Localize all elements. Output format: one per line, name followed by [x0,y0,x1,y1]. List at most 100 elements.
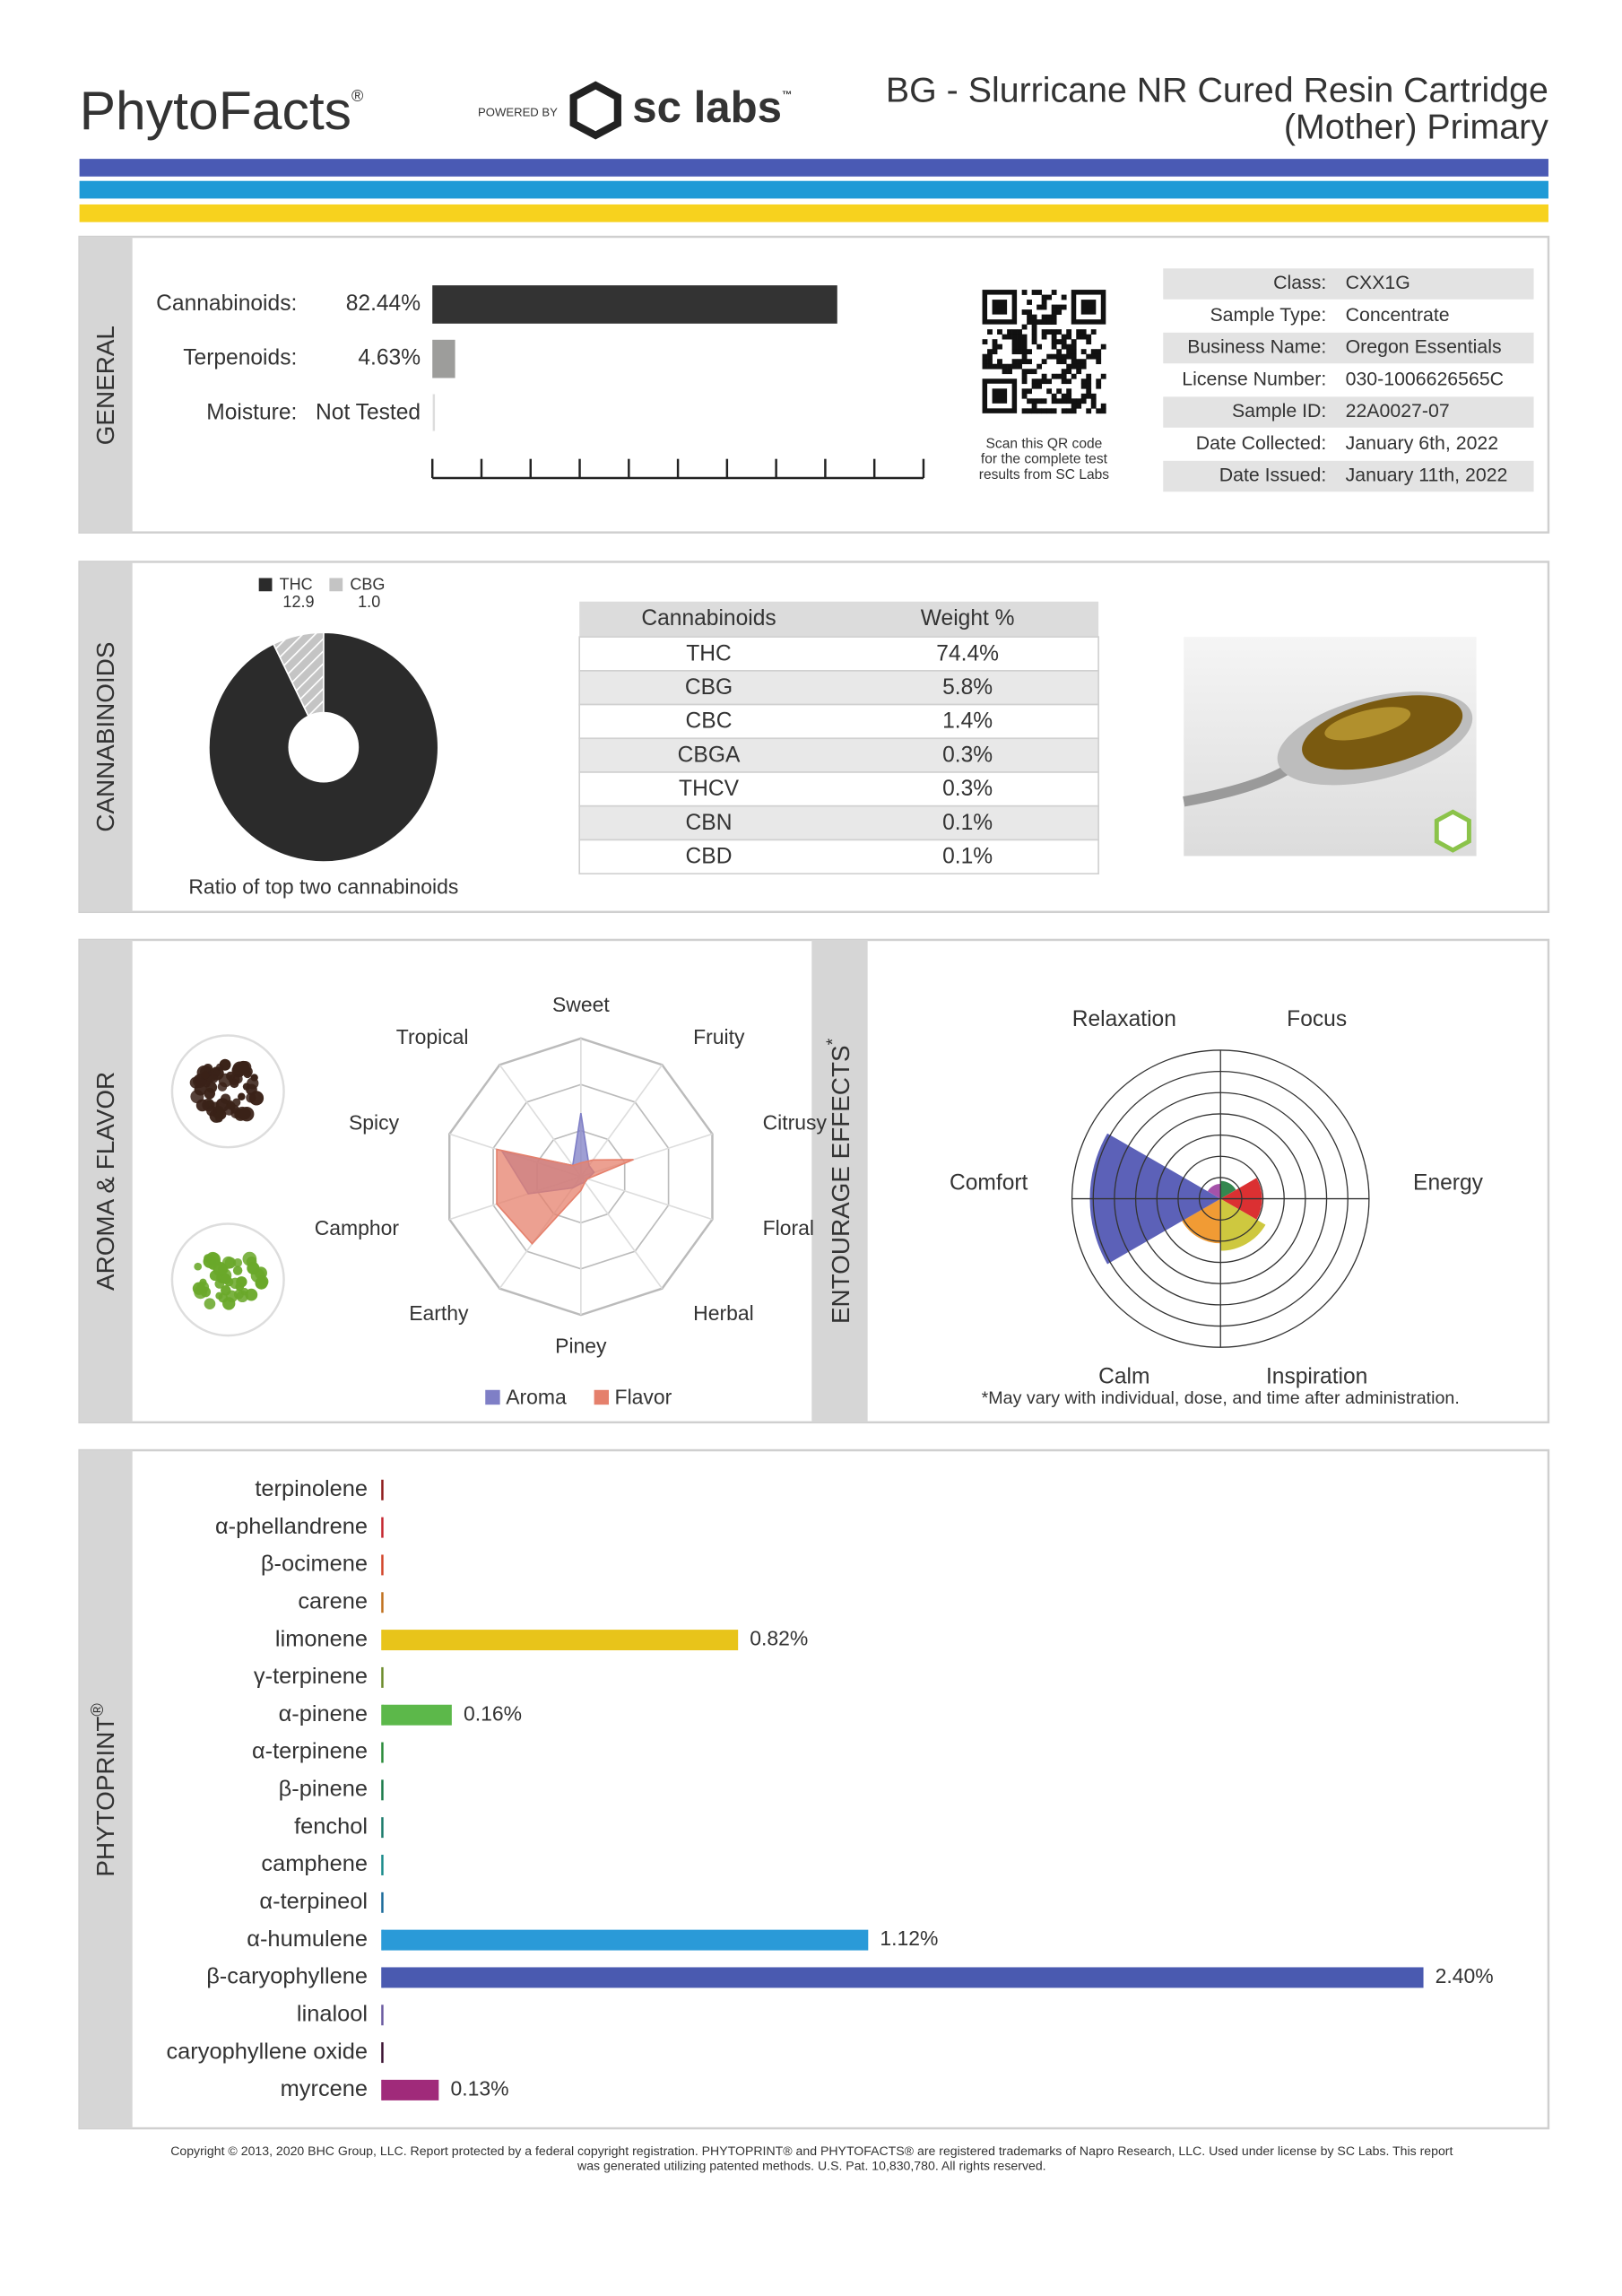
qr-module [1061,398,1067,404]
qr-module [1017,344,1022,350]
qr-module [1076,369,1082,375]
qr-module [1046,319,1053,325]
info-value: January 6th, 2022 [1346,432,1498,454]
qr-module [1002,334,1008,340]
brand-name: PhytoFacts [80,80,351,141]
qr-module [1080,383,1087,389]
info-label: License Number: [1182,368,1326,389]
qr-module [1080,359,1087,365]
polar-label: Relaxation [1072,1007,1176,1031]
polar-label: Calm [1098,1364,1149,1388]
qr-module [1021,339,1028,345]
qr-module [1066,363,1072,370]
table-cell: 0.3% [942,743,993,767]
qr-module [1100,344,1106,350]
table-cell: CBG [685,675,733,700]
qr-module [1076,359,1082,365]
qr-module [1011,363,1018,370]
aroma-image-dot [215,1063,224,1071]
qr-module [1002,369,1008,375]
table-cell: CBC [686,709,733,734]
aroma-image-dot [209,1270,221,1282]
polar-label: Energy [1413,1171,1484,1196]
title-line: BG - Slurricane NR Cured Resin Cartridge [886,71,1548,110]
table-cell: THCV [679,777,740,801]
powered-by: POWERED BY [478,106,558,119]
section-mark: ® [88,1703,108,1717]
qr-module [1041,359,1047,365]
side-bar [79,939,133,1422]
info-value: 030-1006626565C [1346,368,1504,389]
radar-label: Floral [763,1216,814,1239]
side-bar [79,1450,133,2129]
qr-module [1031,319,1037,325]
terpene-label: linalool [297,2001,368,2026]
qr-module [1090,398,1097,404]
aroma-image-dot [218,1264,229,1275]
radar-label: Fruity [693,1025,745,1048]
qr-module [1046,388,1053,395]
qr-module [1056,339,1063,345]
qr-module [1027,359,1032,365]
qr-module [1071,353,1077,360]
qr-module [992,349,998,355]
qr-module [1037,304,1043,310]
qr-module [987,349,993,355]
aroma-image-dot [218,1073,233,1088]
qr-module [1090,353,1097,360]
qr-module [1061,408,1067,414]
info-row-bg [1163,396,1534,428]
qr-module [1076,334,1082,340]
qr-module [1021,393,1028,399]
watermark [1434,809,1471,853]
qr-module [1100,408,1106,414]
brand-mark: ® [351,87,363,105]
qr-module [1017,339,1022,345]
qr-module [1007,369,1012,375]
qr-module [1061,373,1067,379]
title-line: (Mother) Primary [1284,108,1548,147]
qr-module [1061,294,1067,300]
terpene-label: α-phellandrene [215,1514,368,1539]
qr-module [1031,314,1037,320]
legend-swatch [485,1389,500,1405]
aroma-image-dot [256,1275,269,1288]
lab: sc labs™ [632,83,792,132]
terpene-bar [382,1630,739,1651]
table-cell: 0.1% [942,811,993,835]
aroma-image-dot [205,1251,220,1265]
qr-module [1011,339,1018,345]
qr-module [1027,319,1032,325]
radar-label: Sweet [552,993,610,1016]
aroma-image-dot [196,1281,210,1293]
section-label: GENERAL [91,326,119,445]
qr-module [1080,398,1087,404]
qr-module [1002,363,1008,370]
qr-module [1011,329,1018,335]
qr-module [1056,353,1063,360]
qr-module [1071,403,1077,409]
qr-module [1061,339,1067,345]
qr-module [997,344,1002,350]
panels [78,235,1550,2130]
qr-module [992,344,998,350]
table-cell: CBGA [678,743,741,767]
aroma-image [170,1034,285,1149]
info-label: Date Issued: [1219,465,1327,486]
row-value: Not Tested [316,400,421,424]
table-header-bg [579,601,1099,638]
qr-module [1080,393,1087,399]
qr-module [1086,383,1092,389]
qr-module [1096,378,1102,385]
qr-module [1041,294,1047,300]
table-cell: THC [686,641,732,665]
aroma-image-dot [246,1083,257,1096]
info-label: Date Collected: [1196,432,1327,454]
qr-module [1021,359,1028,365]
table-cell: 0.3% [942,777,993,801]
qr-module [1071,398,1077,404]
qr-module [1031,334,1037,340]
qr-module [982,339,988,345]
qr-module [1021,388,1028,395]
